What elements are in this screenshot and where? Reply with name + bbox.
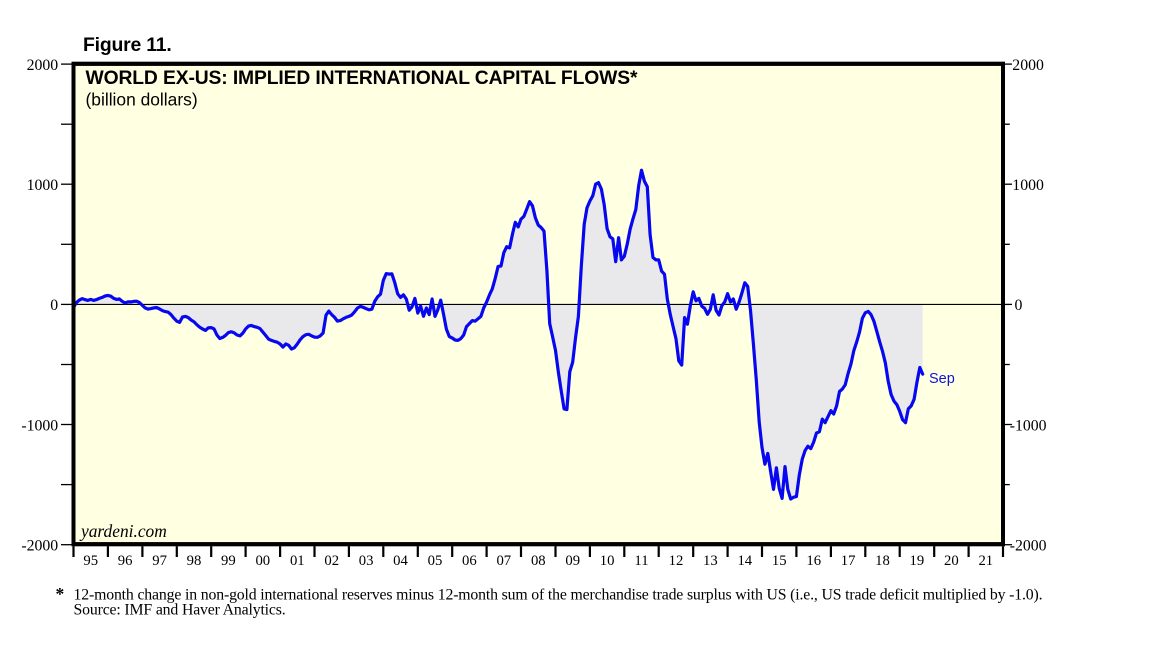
svg-text:yardeni.com: yardeni.com xyxy=(79,521,167,541)
svg-text:2000: 2000 xyxy=(27,57,59,74)
svg-text:03: 03 xyxy=(359,553,374,569)
svg-text:97: 97 xyxy=(152,553,167,569)
svg-text:11: 11 xyxy=(634,553,648,569)
svg-text:18: 18 xyxy=(875,553,890,569)
svg-text:02: 02 xyxy=(324,553,339,569)
svg-text:0: 0 xyxy=(50,297,58,314)
svg-text:98: 98 xyxy=(187,553,202,569)
svg-text:WORLD EX-US: IMPLIED INTERNATI: WORLD EX-US: IMPLIED INTERNATIONAL CAPIT… xyxy=(86,68,638,89)
svg-text:1000: 1000 xyxy=(27,177,59,194)
svg-text:-1000: -1000 xyxy=(21,417,58,434)
svg-text:-2000: -2000 xyxy=(1010,538,1047,555)
svg-text:16: 16 xyxy=(806,553,821,569)
svg-text:05: 05 xyxy=(428,553,443,569)
svg-text:10: 10 xyxy=(600,553,615,569)
svg-text:Figure 11.: Figure 11. xyxy=(83,34,172,56)
svg-text:99: 99 xyxy=(221,553,236,569)
svg-text:96: 96 xyxy=(118,553,133,569)
svg-text:-2000: -2000 xyxy=(21,538,58,555)
svg-text:20: 20 xyxy=(944,553,959,569)
svg-text:04: 04 xyxy=(393,553,408,569)
svg-text:12-month change in non-gold in: 12-month change in non-gold internationa… xyxy=(74,587,1043,604)
svg-text:-1000: -1000 xyxy=(1010,417,1047,434)
svg-text:(billion dollars): (billion dollars) xyxy=(86,90,198,110)
svg-text:2000: 2000 xyxy=(1012,57,1044,74)
svg-text:*: * xyxy=(56,584,65,604)
svg-text:14: 14 xyxy=(737,553,752,569)
svg-text:19: 19 xyxy=(910,553,925,569)
svg-text:Sep: Sep xyxy=(929,371,955,387)
svg-text:1000: 1000 xyxy=(1012,177,1044,194)
svg-text:09: 09 xyxy=(565,553,580,569)
svg-text:0: 0 xyxy=(1015,297,1023,314)
svg-text:01: 01 xyxy=(290,553,305,569)
svg-text:21: 21 xyxy=(978,553,993,569)
svg-text:15: 15 xyxy=(772,553,787,569)
svg-text:06: 06 xyxy=(462,553,477,569)
svg-text:07: 07 xyxy=(496,553,511,569)
svg-text:17: 17 xyxy=(841,553,856,569)
svg-text:12: 12 xyxy=(669,553,684,569)
svg-text:00: 00 xyxy=(255,553,270,569)
svg-text:08: 08 xyxy=(531,553,546,569)
svg-text:95: 95 xyxy=(83,553,98,569)
svg-text:13: 13 xyxy=(703,553,718,569)
svg-text:Source: IMF and Haver Analytic: Source: IMF and Haver Analytics. xyxy=(74,602,286,619)
